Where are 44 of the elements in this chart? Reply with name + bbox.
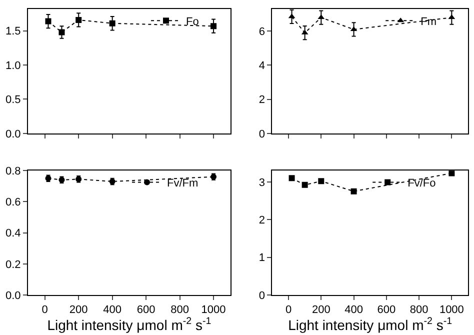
- y-tick-label: 1.5: [6, 26, 21, 38]
- point: [109, 20, 116, 26]
- y-tick-label: 1.0: [6, 60, 21, 72]
- point: [288, 175, 295, 182]
- x-axis-title: Light intensity μmol m$^{-2}$ s$^{-1}$: [288, 316, 452, 334]
- point: [350, 188, 357, 194]
- y-tick-label: 2: [258, 94, 265, 106]
- point: [318, 178, 324, 184]
- x-tick-label: 800: [410, 304, 428, 316]
- y-tick-label: 0: [258, 128, 265, 140]
- x-tick-label: 1000: [439, 304, 464, 316]
- legend-label: Fv/Fo: [408, 178, 436, 190]
- y-tick-label: 0.4: [6, 228, 21, 240]
- y-tick-label: 0.6: [6, 196, 21, 209]
- legend-label: Fm: [420, 16, 436, 28]
- x-tick-label: 0: [285, 304, 292, 316]
- y-tick-label: 0.8: [6, 165, 21, 178]
- y-tick-label: 3: [258, 176, 265, 189]
- point: [302, 182, 308, 188]
- y-tick-label: 6: [258, 26, 265, 38]
- point: [45, 18, 52, 24]
- x-tick-label: 1000: [201, 304, 226, 316]
- y-tick-label: 0.0: [6, 290, 21, 302]
- point: [210, 23, 217, 30]
- x-tick-label: 400: [103, 304, 122, 316]
- x-tick-label: 800: [170, 304, 189, 316]
- legend-label: Fv/Fm: [167, 178, 198, 190]
- x-axis-title: Light intensity μmol m$^{-2}$ s$^{-1}$: [47, 316, 212, 334]
- y-tick-label: 0.2: [6, 258, 21, 271]
- legend-label: Fo: [186, 16, 199, 28]
- x-tick-label: 400: [344, 304, 363, 316]
- x-tick-label: 600: [136, 304, 156, 316]
- x-tick-label: 200: [69, 304, 88, 316]
- y-tick-label: 0.5: [6, 94, 21, 106]
- y-tick-label: 0: [258, 290, 265, 302]
- point: [76, 16, 82, 23]
- y-tick-label: 4: [258, 60, 265, 72]
- y-tick-label: 0.0: [6, 128, 21, 140]
- point: [58, 29, 65, 36]
- y-tick-label: 1: [258, 252, 265, 264]
- x-tick-label: 600: [377, 304, 396, 316]
- y-tick-label: 2: [258, 214, 265, 226]
- x-tick-label: 200: [312, 304, 330, 316]
- x-tick-label: 0: [42, 304, 48, 316]
